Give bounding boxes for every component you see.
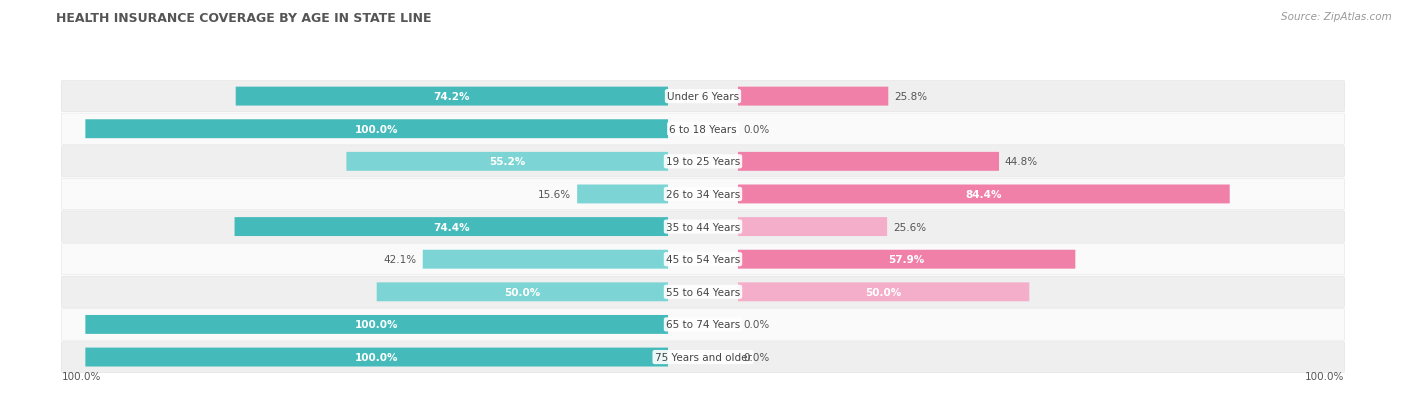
Text: 74.4%: 74.4% (433, 222, 470, 232)
Text: 26 to 34 Years: 26 to 34 Years (666, 190, 740, 199)
FancyBboxPatch shape (62, 114, 1344, 145)
Text: 57.9%: 57.9% (889, 254, 925, 265)
FancyBboxPatch shape (236, 88, 668, 106)
Text: 75 Years and older: 75 Years and older (655, 352, 751, 362)
Text: 55.2%: 55.2% (489, 157, 526, 167)
FancyBboxPatch shape (62, 211, 1344, 243)
FancyBboxPatch shape (62, 81, 1344, 112)
FancyBboxPatch shape (377, 282, 668, 301)
FancyBboxPatch shape (738, 218, 887, 237)
FancyBboxPatch shape (62, 244, 1344, 275)
FancyBboxPatch shape (62, 146, 1344, 178)
FancyBboxPatch shape (62, 276, 1344, 308)
FancyBboxPatch shape (235, 218, 668, 237)
FancyBboxPatch shape (62, 309, 1344, 340)
Text: 100.0%: 100.0% (354, 320, 398, 330)
Text: 74.2%: 74.2% (433, 92, 470, 102)
Text: 45 to 54 Years: 45 to 54 Years (666, 254, 740, 265)
FancyBboxPatch shape (738, 152, 1000, 171)
Text: Source: ZipAtlas.com: Source: ZipAtlas.com (1281, 12, 1392, 22)
Text: 25.8%: 25.8% (894, 92, 927, 102)
FancyBboxPatch shape (576, 185, 668, 204)
Text: 15.6%: 15.6% (538, 190, 571, 199)
FancyBboxPatch shape (346, 152, 668, 171)
Text: 100.0%: 100.0% (1305, 371, 1344, 381)
Text: 84.4%: 84.4% (966, 190, 1002, 199)
FancyBboxPatch shape (423, 250, 668, 269)
Text: 25.6%: 25.6% (893, 222, 927, 232)
FancyBboxPatch shape (738, 88, 889, 106)
Text: 35 to 44 Years: 35 to 44 Years (666, 222, 740, 232)
FancyBboxPatch shape (738, 185, 1230, 204)
Text: 0.0%: 0.0% (744, 320, 770, 330)
Text: 50.0%: 50.0% (866, 287, 901, 297)
Text: 0.0%: 0.0% (744, 352, 770, 362)
Text: 42.1%: 42.1% (384, 254, 418, 265)
Text: 0.0%: 0.0% (744, 124, 770, 134)
Text: 50.0%: 50.0% (505, 287, 540, 297)
Text: 44.8%: 44.8% (1005, 157, 1038, 167)
Text: HEALTH INSURANCE COVERAGE BY AGE IN STATE LINE: HEALTH INSURANCE COVERAGE BY AGE IN STAT… (56, 12, 432, 25)
FancyBboxPatch shape (86, 120, 668, 139)
FancyBboxPatch shape (86, 348, 668, 367)
FancyBboxPatch shape (738, 282, 1029, 301)
Text: 100.0%: 100.0% (62, 371, 101, 381)
FancyBboxPatch shape (62, 179, 1344, 210)
Text: 55 to 64 Years: 55 to 64 Years (666, 287, 740, 297)
FancyBboxPatch shape (738, 250, 1076, 269)
Text: 100.0%: 100.0% (354, 124, 398, 134)
Text: Under 6 Years: Under 6 Years (666, 92, 740, 102)
Text: 100.0%: 100.0% (354, 352, 398, 362)
FancyBboxPatch shape (86, 315, 668, 334)
Text: 19 to 25 Years: 19 to 25 Years (666, 157, 740, 167)
Text: 65 to 74 Years: 65 to 74 Years (666, 320, 740, 330)
FancyBboxPatch shape (62, 342, 1344, 373)
Text: 6 to 18 Years: 6 to 18 Years (669, 124, 737, 134)
